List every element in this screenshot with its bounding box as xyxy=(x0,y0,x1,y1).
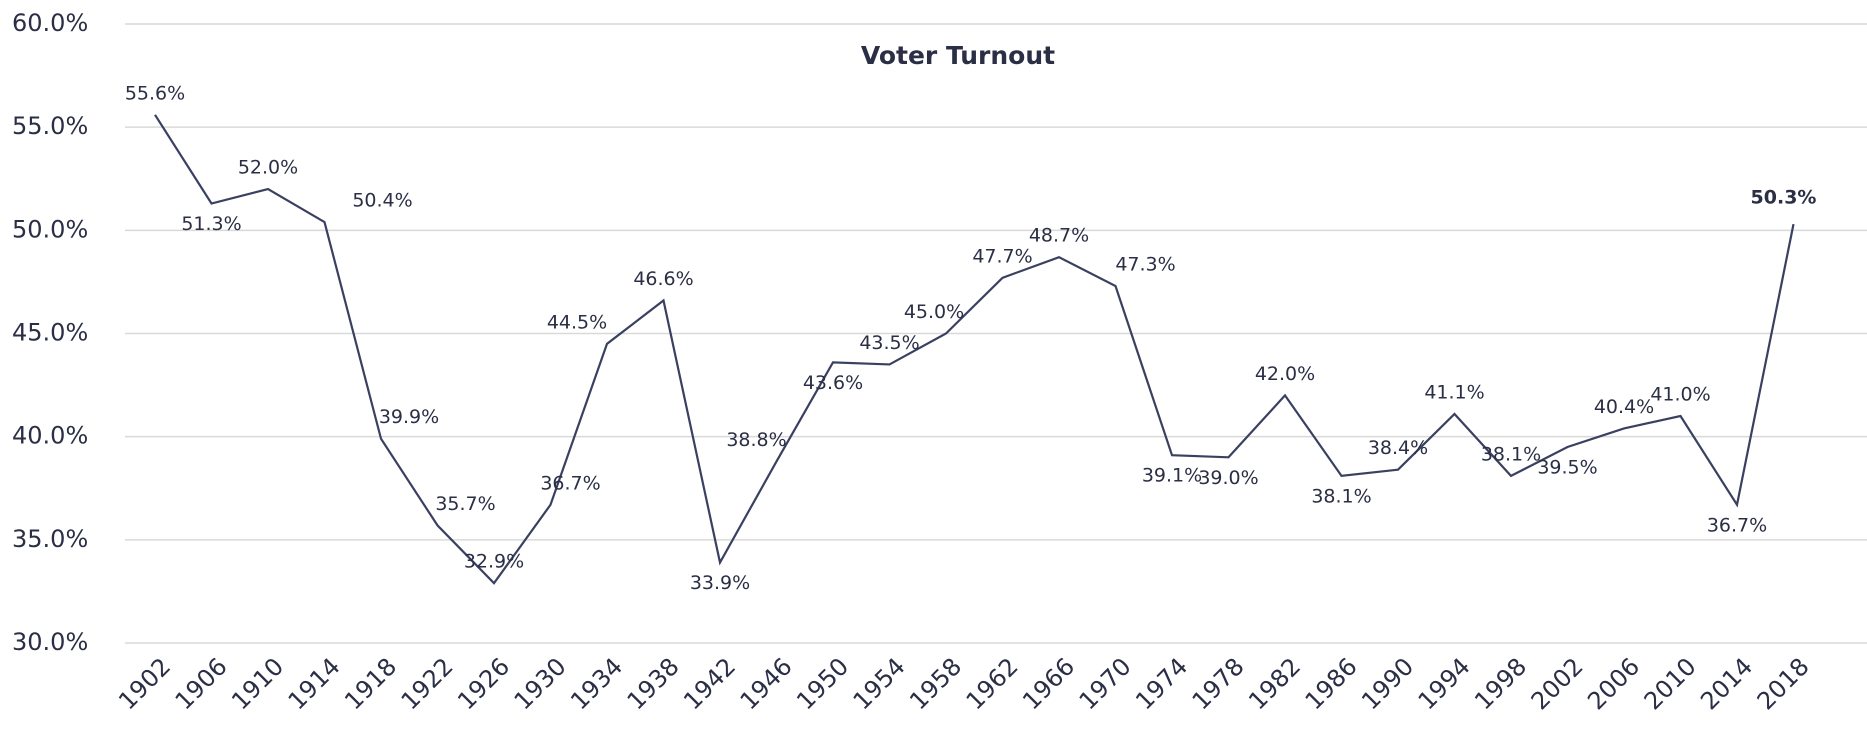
data-label: 39.9% xyxy=(379,406,439,428)
y-tick-label: 45.0% xyxy=(12,319,88,347)
data-label: 50.4% xyxy=(352,190,412,212)
x-tick-label: 1942 xyxy=(678,652,741,715)
data-label: 36.7% xyxy=(540,472,600,494)
data-label: 55.6% xyxy=(125,82,185,104)
x-tick-label: 1962 xyxy=(961,652,1024,715)
x-tick-label: 1998 xyxy=(1469,652,1532,715)
data-label: 43.6% xyxy=(803,372,863,394)
chart-title: Voter Turnout xyxy=(861,41,1055,70)
x-tick-label: 1954 xyxy=(848,652,911,715)
data-label: 47.7% xyxy=(972,245,1032,267)
x-tick-label: 1906 xyxy=(170,652,233,715)
data-label: 40.4% xyxy=(1594,396,1654,418)
x-tick-label: 2002 xyxy=(1526,652,1589,715)
line xyxy=(154,114,1795,585)
data-label: 41.0% xyxy=(1650,384,1710,406)
x-tick-label: 1914 xyxy=(283,652,346,715)
x-tick-label: 1974 xyxy=(1130,652,1193,715)
data-label: 51.3% xyxy=(181,213,241,235)
x-tick-label: 1918 xyxy=(339,652,402,715)
data-label: 44.5% xyxy=(547,311,607,333)
data-label: 45.0% xyxy=(904,301,964,323)
data-label: 46.6% xyxy=(633,268,693,290)
data-label: 50.3% xyxy=(1751,187,1817,209)
x-tick-label: 1990 xyxy=(1356,652,1419,715)
x-tick-label: 2018 xyxy=(1752,652,1815,715)
data-label: 41.1% xyxy=(1424,381,1484,403)
x-tick-label: 2014 xyxy=(1695,652,1758,715)
x-tick-label: 1970 xyxy=(1074,652,1137,715)
data-label: 42.0% xyxy=(1255,363,1315,385)
y-tick-label: 35.0% xyxy=(12,525,88,553)
x-tick-label: 1982 xyxy=(1243,652,1306,715)
data-label: 43.5% xyxy=(859,332,919,354)
y-tick-label: 50.0% xyxy=(12,215,88,243)
y-tick-label: 55.0% xyxy=(12,112,88,140)
y-tick-label: 60.0% xyxy=(12,9,88,37)
data-label: 39.1% xyxy=(1142,465,1202,487)
data-label: 33.9% xyxy=(690,572,750,594)
x-tick-label: 1926 xyxy=(452,652,515,715)
data-label: 36.7% xyxy=(1707,514,1767,536)
data-label: 35.7% xyxy=(435,493,495,515)
x-tick-label: 1922 xyxy=(396,652,459,715)
x-tick-label: 1902 xyxy=(113,652,176,715)
x-tick-label: 1966 xyxy=(1017,652,1080,715)
x-tick-label: 1910 xyxy=(226,652,289,715)
data-label: 47.3% xyxy=(1115,254,1175,276)
x-tick-label: 1930 xyxy=(509,652,572,715)
data-label: 38.1% xyxy=(1481,443,1541,465)
x-tick-label: 1958 xyxy=(904,652,967,715)
data-label: 38.1% xyxy=(1311,485,1371,507)
x-tick-label: 1978 xyxy=(1187,652,1250,715)
data-label: 39.0% xyxy=(1198,467,1258,489)
x-tick-label: 1934 xyxy=(565,652,628,715)
data-label: 39.5% xyxy=(1537,456,1597,478)
x-tick-label: 2006 xyxy=(1582,652,1645,715)
x-tick-label: 2010 xyxy=(1639,652,1702,715)
x-tick-label: 1938 xyxy=(622,652,685,715)
data-label: 52.0% xyxy=(238,157,298,179)
y-tick-label: 40.0% xyxy=(12,422,88,450)
x-tick-label: 1946 xyxy=(735,652,798,715)
x-tick-label: 1950 xyxy=(791,652,854,715)
data-label: 32.9% xyxy=(464,551,524,573)
data-label: 48.7% xyxy=(1029,225,1089,247)
data-label: 38.4% xyxy=(1368,437,1428,459)
x-tick-label: 1986 xyxy=(1300,652,1363,715)
data-label: 38.8% xyxy=(726,429,786,451)
y-tick-label: 30.0% xyxy=(12,628,88,656)
x-tick-label: 1994 xyxy=(1413,652,1476,715)
